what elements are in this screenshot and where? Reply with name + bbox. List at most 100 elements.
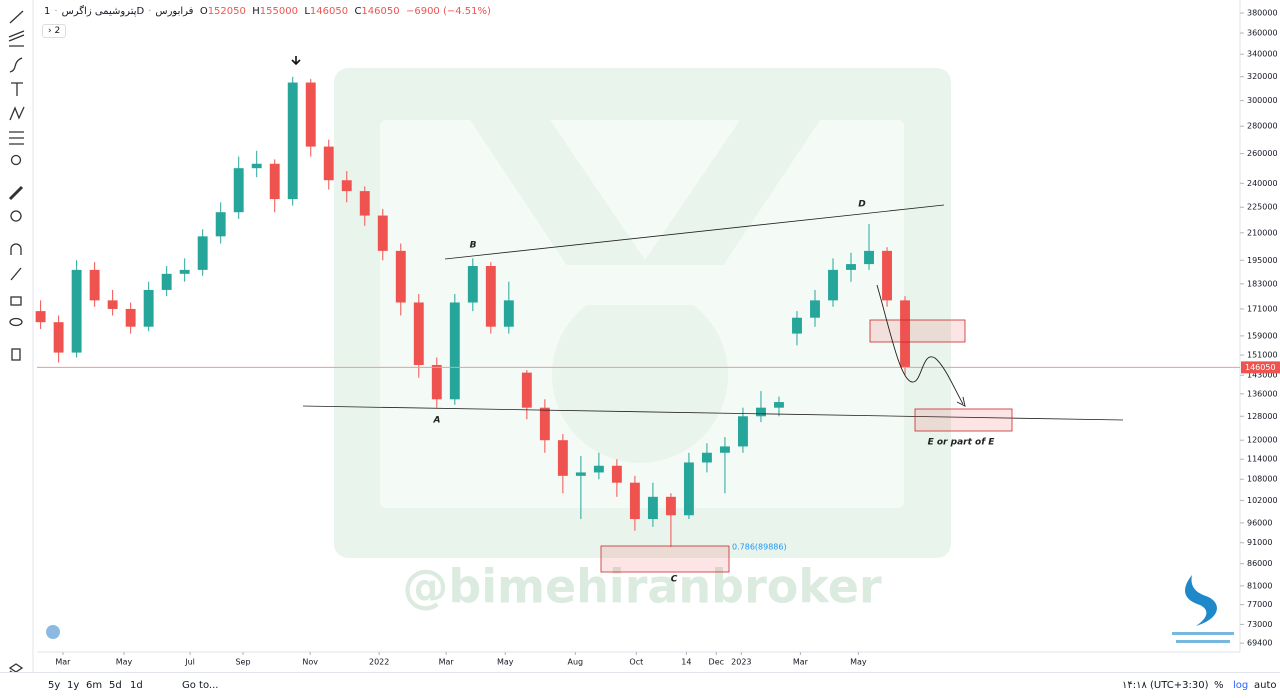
- candle-body: [864, 250, 874, 265]
- tool-brush[interactable]: [9, 57, 23, 73]
- y-tick-label: 195000: [1247, 256, 1278, 265]
- close-value: 146050: [361, 6, 400, 17]
- wave-label: E or part of E: [928, 438, 996, 448]
- candle-body: [413, 302, 424, 365]
- x-tick-label: Nov: [302, 658, 318, 667]
- tool-zoom-in[interactable]: [10, 210, 22, 222]
- candle-body: [269, 163, 280, 200]
- bottom-toolbar: 5y 1y 6m 5d 1d Go to... ۱۴:۱۸ (UTC+3:30)…: [0, 672, 1280, 698]
- range-button[interactable]: 6m: [86, 680, 103, 691]
- change-percent: (−4.51%): [442, 6, 491, 17]
- y-tick-label: 128000: [1247, 412, 1278, 421]
- tool-delete[interactable]: [11, 348, 21, 361]
- interval[interactable]: 1D: [44, 6, 145, 17]
- tool-pattern[interactable]: [9, 106, 25, 121]
- tool-lock-draw[interactable]: [10, 267, 22, 281]
- projection-path: [876, 284, 964, 405]
- candle-body: [521, 372, 532, 408]
- x-tick-label: Dec: [709, 658, 724, 667]
- candle-body: [395, 250, 406, 303]
- left-toolbar: [0, 0, 32, 672]
- candle-body: [611, 465, 622, 483]
- candle-body: [539, 407, 550, 441]
- y-tick-label: 77000: [1247, 600, 1272, 609]
- low-value: 146050: [309, 6, 349, 17]
- y-tick-label: 280000: [1247, 122, 1278, 131]
- zone-box: [869, 319, 966, 343]
- y-tick-label: 151000: [1247, 351, 1278, 360]
- range-button[interactable]: 5d: [109, 680, 122, 691]
- y-tick-label: 380000: [1247, 9, 1278, 18]
- candle-body: [107, 300, 118, 309]
- tool-fib[interactable]: [8, 30, 25, 47]
- range-button[interactable]: 1d: [130, 680, 143, 691]
- x-tick-label: Aug: [567, 658, 583, 667]
- tool-magnet[interactable]: [10, 243, 22, 255]
- candle-body: [557, 440, 568, 476]
- arrow-head: [956, 396, 966, 407]
- candle-body: [503, 300, 514, 327]
- candle-body: [143, 289, 154, 327]
- candle-body: [593, 465, 604, 473]
- tool-ruler[interactable]: [8, 185, 24, 201]
- log-toggle[interactable]: log: [1233, 680, 1249, 691]
- tool-prediction[interactable]: [9, 131, 24, 145]
- tool-lock[interactable]: [10, 296, 22, 306]
- broker-logo: [1172, 575, 1234, 643]
- trend-line: [444, 204, 945, 260]
- tool-text[interactable]: [11, 82, 23, 96]
- low-label: L: [304, 6, 310, 17]
- candle-body: [647, 496, 658, 520]
- candle-body: [882, 250, 892, 301]
- y-tick-label: 171000: [1247, 304, 1278, 313]
- y-tick-label: 320000: [1247, 72, 1278, 81]
- trend-line: [302, 405, 1124, 421]
- peak-arrow: [291, 56, 301, 66]
- y-tick-label: 114000: [1247, 455, 1278, 464]
- candle-body: [179, 269, 190, 274]
- y-tick-label: 183000: [1247, 279, 1278, 288]
- auto-toggle[interactable]: auto: [1254, 680, 1277, 691]
- symbol-name[interactable]: پتروشیمی زاگرس: [61, 6, 137, 17]
- y-tick-label: 108000: [1247, 475, 1278, 484]
- candle-body: [251, 163, 262, 169]
- candle-body: [449, 302, 460, 400]
- candle-body: [900, 300, 910, 368]
- x-tick-label: Mar: [793, 658, 809, 667]
- indicators-toggle[interactable]: › 2: [42, 24, 67, 38]
- wave-label: D: [858, 200, 866, 210]
- range-button[interactable]: 1y: [67, 680, 80, 691]
- tool-visibility[interactable]: [9, 317, 23, 327]
- candle-body: [701, 452, 712, 463]
- x-tick-label: Oct: [629, 658, 643, 667]
- candle-body: [792, 317, 802, 334]
- candle-body: [287, 82, 298, 200]
- candle-body: [71, 269, 82, 353]
- candle-body: [377, 215, 388, 251]
- zone-box: [600, 545, 730, 573]
- candle-body: [161, 273, 172, 290]
- timezone[interactable]: ۱۴:۱۸ (UTC+3:30): [1122, 680, 1209, 691]
- cloud-icon[interactable]: [46, 625, 60, 639]
- candle-body: [35, 311, 46, 323]
- candle-body: [629, 482, 640, 520]
- tool-zoom-search[interactable]: [10, 154, 22, 166]
- change-value: −6900: [405, 6, 440, 17]
- x-tick-label: Jul: [184, 658, 195, 667]
- watermark-logo: [334, 68, 951, 558]
- candle-body: [774, 402, 784, 408]
- range-button[interactable]: 5y: [48, 680, 61, 691]
- candle-body: [431, 364, 442, 400]
- y-tick-label: 143000: [1247, 371, 1278, 380]
- candle-body: [89, 269, 100, 301]
- tool-trendline[interactable]: [9, 10, 24, 24]
- y-tick-label: 81000: [1247, 581, 1272, 590]
- candle-body: [719, 446, 730, 453]
- candle-body: [359, 191, 370, 216]
- candle-body: [323, 146, 334, 181]
- goto-button[interactable]: Go to...: [182, 680, 219, 691]
- y-tick-label: 73000: [1247, 620, 1272, 629]
- tool-layers[interactable]: [8, 663, 24, 672]
- percent-toggle[interactable]: %: [1214, 680, 1224, 691]
